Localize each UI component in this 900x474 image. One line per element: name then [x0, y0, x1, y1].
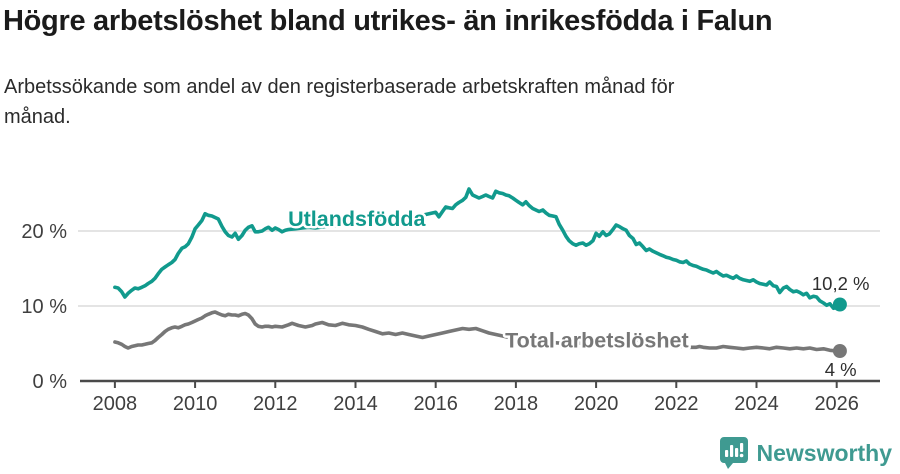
end-value-label: 10,2 %: [812, 273, 870, 294]
x-tick-label: 2024: [734, 393, 779, 415]
x-tick-label: 2008: [93, 393, 138, 415]
y-tick-label: 10 %: [21, 296, 67, 318]
series-end-dot: [832, 297, 847, 312]
series-line-total-arbetsl-shet: [113, 310, 842, 353]
x-tick-label: 2026: [814, 393, 859, 415]
x-tick-label: 2010: [173, 393, 218, 415]
y-tick-label: 20 %: [21, 221, 67, 243]
chart-title: Högre arbetslöshet bland utrikes- än inr…: [3, 5, 773, 37]
x-tick-label: 2016: [413, 393, 458, 415]
y-tick-label: 0 %: [33, 371, 68, 393]
series-label: Total arbetslöshet: [505, 328, 689, 352]
chart-subtitle-line2: månad.: [4, 106, 71, 128]
series-label: Utlandsfödda: [288, 207, 426, 231]
end-value-label: 4 %: [825, 359, 857, 380]
newsworthy-logo-icon: [719, 437, 748, 469]
x-tick-label: 2020: [574, 393, 619, 415]
chart-subtitle: Arbetssökande som andel av den registerb…: [4, 72, 824, 132]
x-tick-label: 2012: [253, 393, 298, 415]
brand-wordmark: Newsworthy: [756, 439, 892, 466]
chart-subtitle-line1: Arbetssökande som andel av den registerb…: [4, 76, 675, 98]
series-end-dot: [832, 344, 847, 358]
x-tick-label: 2014: [333, 393, 378, 415]
brand-footer: Newsworthy: [719, 436, 892, 470]
x-tick-label: 2018: [494, 393, 539, 415]
series-line-utlandsf-dda: [113, 187, 842, 311]
x-tick-label: 2022: [654, 393, 699, 415]
